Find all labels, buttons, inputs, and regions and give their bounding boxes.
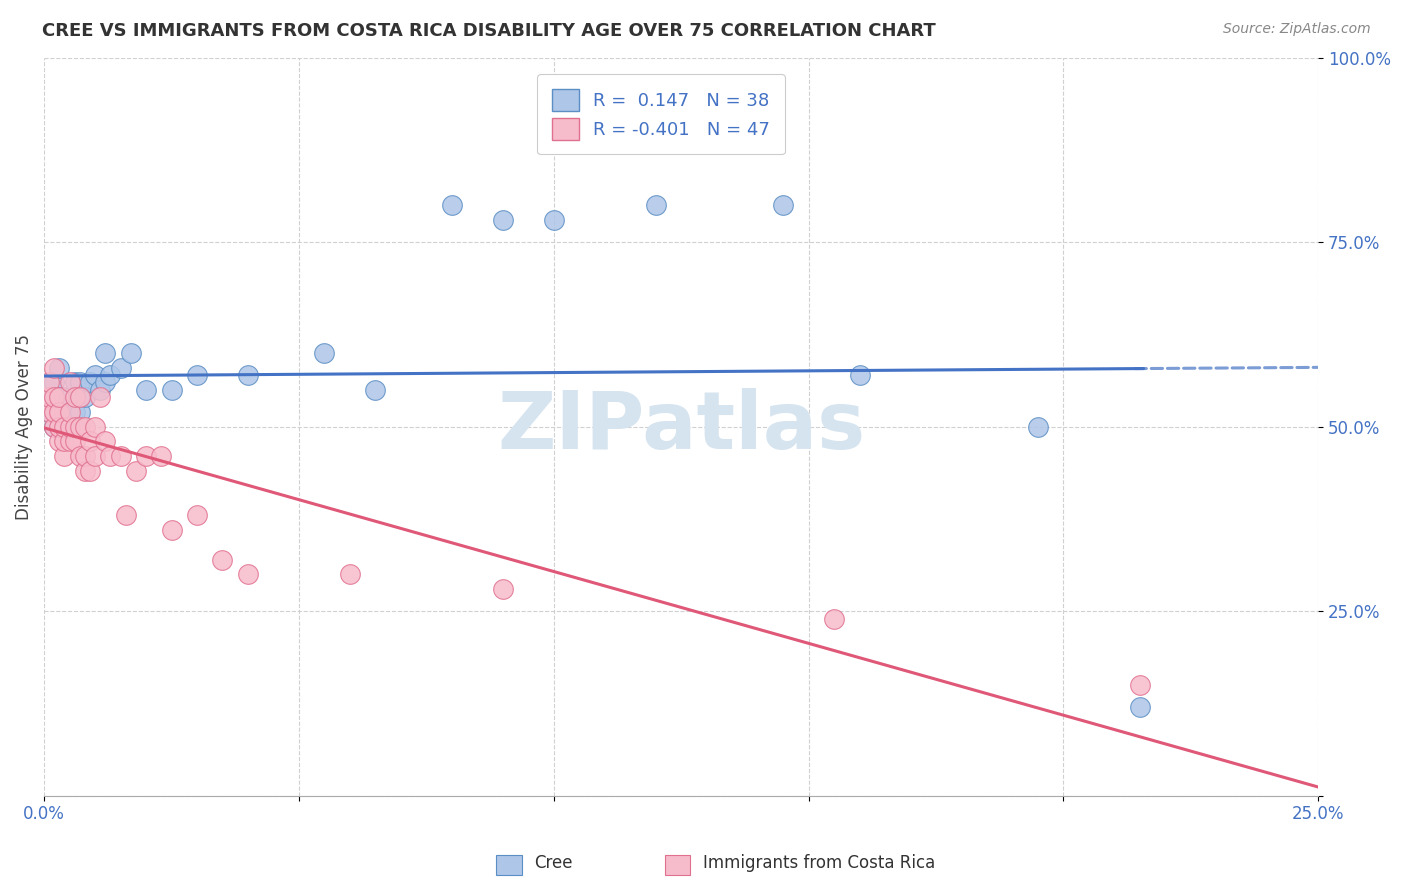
Point (69, 405, 91, 419)
Point (48, 434, 70, 449)
Point (772, 198, 794, 212)
Point (53, 449, 76, 463)
Point (110, 449, 132, 463)
Point (38, 390, 60, 404)
Point (1026, 419, 1049, 434)
Point (69, 376, 91, 390)
Point (114, 508, 136, 523)
Point (63, 376, 86, 390)
Point (125, 464, 148, 478)
Point (492, 213, 515, 227)
Point (84, 368, 107, 382)
Point (79, 376, 101, 390)
Point (94, 434, 117, 449)
Point (89, 383, 111, 397)
Point (44, 405, 66, 419)
Point (236, 368, 259, 382)
Point (63, 405, 86, 419)
Point (58, 434, 80, 449)
Text: ZIPatlas: ZIPatlas (498, 388, 865, 466)
Point (53, 390, 76, 404)
Point (186, 368, 208, 382)
Point (69, 449, 91, 463)
Point (73, 464, 96, 478)
Point (135, 383, 157, 397)
Point (120, 346, 142, 360)
Point (236, 567, 259, 582)
Point (543, 213, 565, 227)
Point (823, 612, 845, 626)
Point (58, 419, 80, 434)
Point (364, 383, 387, 397)
Point (644, 198, 666, 212)
Point (211, 552, 233, 566)
Point (84, 419, 107, 434)
Text: Source: ZipAtlas.com: Source: ZipAtlas.com (1223, 22, 1371, 37)
Point (48, 419, 70, 434)
Point (44, 390, 66, 404)
Point (48, 390, 70, 404)
Point (58, 390, 80, 404)
Point (1129, 700, 1152, 714)
Point (110, 360, 132, 375)
Point (339, 567, 361, 582)
Point (44, 419, 66, 434)
Point (48, 360, 70, 375)
Point (84, 449, 107, 463)
Point (48, 405, 70, 419)
Point (58, 419, 80, 434)
Point (848, 368, 870, 382)
Point (53, 434, 76, 449)
Point (48, 390, 70, 404)
Point (63, 419, 86, 434)
Point (89, 390, 111, 404)
Point (38, 383, 60, 397)
Point (186, 508, 208, 523)
Point (314, 346, 336, 360)
Point (53, 405, 76, 419)
Point (73, 390, 96, 404)
Point (44, 419, 66, 434)
Point (98, 368, 121, 382)
Point (58, 376, 80, 390)
Text: Immigrants from Costa Rica: Immigrants from Costa Rica (703, 855, 935, 872)
Point (63, 434, 86, 449)
Point (38, 405, 60, 419)
Point (69, 419, 91, 434)
Point (150, 449, 173, 463)
Point (44, 360, 66, 375)
Point (48, 419, 70, 434)
Point (53, 419, 76, 434)
Point (63, 390, 86, 404)
Point (69, 390, 91, 404)
Point (73, 449, 96, 463)
Point (98, 449, 121, 463)
Text: Cree: Cree (534, 855, 572, 872)
Point (79, 464, 101, 478)
Point (440, 198, 463, 212)
Point (38, 376, 60, 390)
Point (94, 376, 117, 390)
Legend: R =  0.147   N = 38, R = -0.401   N = 47: R = 0.147 N = 38, R = -0.401 N = 47 (537, 74, 785, 154)
Point (38, 405, 60, 419)
Point (94, 346, 117, 360)
Point (58, 405, 80, 419)
Point (492, 582, 515, 596)
Point (73, 419, 96, 434)
Point (160, 523, 183, 537)
Y-axis label: Disability Age Over 75: Disability Age Over 75 (15, 334, 32, 520)
Point (135, 449, 157, 463)
Point (44, 376, 66, 390)
Point (79, 434, 101, 449)
Point (1129, 678, 1152, 692)
Text: CREE VS IMMIGRANTS FROM COSTA RICA DISABILITY AGE OVER 75 CORRELATION CHART: CREE VS IMMIGRANTS FROM COSTA RICA DISAB… (42, 22, 936, 40)
Point (160, 383, 183, 397)
